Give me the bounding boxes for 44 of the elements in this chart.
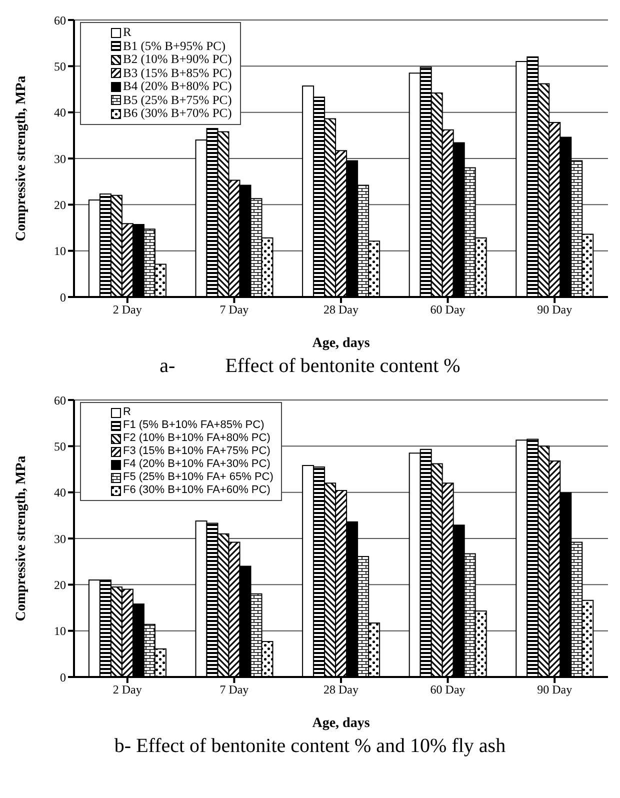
text: a- Effect of bentonite content %	[158, 355, 462, 378]
legend-label: B1 (5% B+95% PC)	[123, 38, 226, 53]
y-tick-label: 40	[54, 106, 66, 120]
legend-label: F1 (5% B+10% FA+85% PC)	[123, 419, 264, 432]
legend-label: F3 (15% B+10% FA+75% PC)	[123, 445, 270, 458]
y-tick-label: 60	[54, 393, 66, 408]
legend-label: R	[123, 25, 132, 40]
y-tick-label: 10	[54, 244, 66, 258]
legend-label: F2 (10% B+10% FA+80% PC)	[123, 432, 270, 445]
y-axis-title: Compressive strength, MPa	[14, 456, 29, 622]
x-tick-label: 60 Day	[430, 682, 466, 697]
x-tick-label: 60 Day	[430, 302, 466, 317]
legend-label: B4 (20% B+80% PC)	[123, 79, 232, 94]
text: b- Effect of bentonite content % and 10% fly ash	[113, 735, 507, 758]
x-tick-label: 2 Day	[112, 682, 142, 697]
legend-label: B2 (10% B+90% PC)	[123, 52, 232, 66]
y-tick-label: 10	[54, 624, 66, 638]
y-axis-title: Compressive strength, MPa	[14, 76, 29, 242]
legend-label: F5 (25% B+10% FA+ 65% PC)	[123, 471, 274, 484]
x-tick-label: 28 Day	[324, 302, 358, 317]
y-tick-label: 20	[54, 578, 66, 592]
x-tick-label: 2 Day	[112, 302, 142, 317]
legend-label: R	[123, 406, 131, 419]
x-tick-label: 28 Day	[324, 682, 358, 697]
legend-label: F4 (20% B+10% FA+30% PC)	[123, 458, 270, 471]
legend-label: B6 (30% B+70% PC)	[123, 106, 232, 120]
y-tick-label: 30	[54, 532, 66, 546]
y-tick-label: 50	[54, 439, 66, 454]
y-tick-label: 0	[60, 290, 66, 304]
legend-label: B3 (15% B+85% PC)	[123, 66, 232, 80]
y-tick-label: 60	[54, 13, 66, 28]
legend-label: B5 (25% B+75% PC)	[123, 92, 232, 107]
x-tick-label: 90 Day	[537, 302, 572, 317]
y-tick-label: 0	[60, 670, 66, 684]
x-tick-label: 7 Day	[220, 302, 249, 317]
legend-label: F6 (30% B+10% FA+60% PC)	[123, 484, 270, 497]
x-tick-label: 90 Day	[537, 682, 572, 697]
x-axis-title: Age, days	[312, 716, 370, 731]
y-tick-label: 40	[54, 486, 66, 500]
x-axis-title: Age, days	[312, 336, 370, 351]
x-tick-label: 7 Day	[220, 682, 249, 697]
y-tick-label: 30	[54, 152, 66, 166]
y-tick-label: 20	[54, 198, 66, 212]
y-tick-label: 50	[54, 59, 66, 74]
